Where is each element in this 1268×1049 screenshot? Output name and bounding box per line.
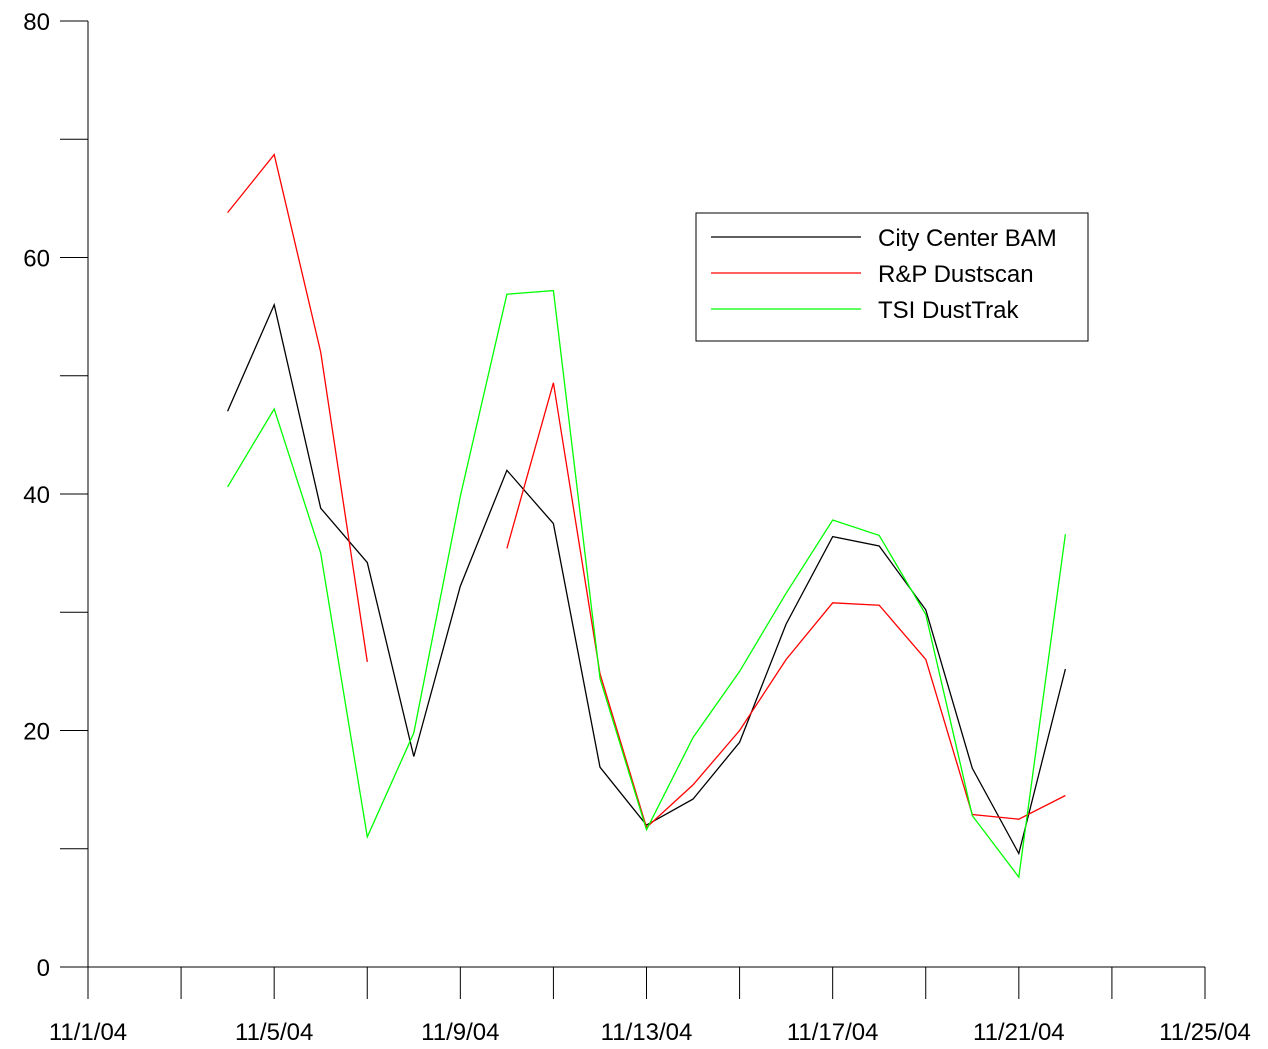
- series-line-2-segment-0: [227, 289, 1067, 879]
- y-tick-label: 60: [23, 246, 50, 273]
- x-tick-label: 11/9/04: [421, 1019, 499, 1046]
- x-axis: 11/1/04 11/5/04 11/9/04 11/13/04 11/17/04 11/…: [49, 966, 1251, 1046]
- x-tick-label: 11/17/04: [787, 1019, 879, 1046]
- y-tick-label: 80: [23, 9, 50, 36]
- y-axis: 0 20 40 60 80: [23, 9, 89, 982]
- legend-box: [695, 212, 1089, 342]
- series-layer: [227, 153, 1067, 879]
- x-tick-label: 11/13/04: [601, 1019, 693, 1046]
- x-tick-label: 11/1/04: [49, 1019, 127, 1046]
- x-tick-label: 11/5/04: [235, 1019, 313, 1046]
- legend-label: TSI DustTrak: [878, 297, 1019, 324]
- y-tick-label: 20: [23, 719, 50, 746]
- series-line-1-segment-0: [227, 153, 368, 662]
- x-tick-label: 11/21/04: [973, 1019, 1065, 1046]
- legend-label: City Center BAM: [878, 225, 1057, 252]
- legend-label: R&P Dustscan: [878, 261, 1034, 288]
- series-line-0-segment-0: [227, 302, 1067, 856]
- y-tick-label: 40: [23, 482, 50, 509]
- legend: City Center BAM R&P Dustscan TSI DustTrak: [695, 212, 1089, 342]
- x-tick-label: 11/25/04: [1159, 1019, 1251, 1046]
- y-tick-label: 0: [37, 955, 50, 982]
